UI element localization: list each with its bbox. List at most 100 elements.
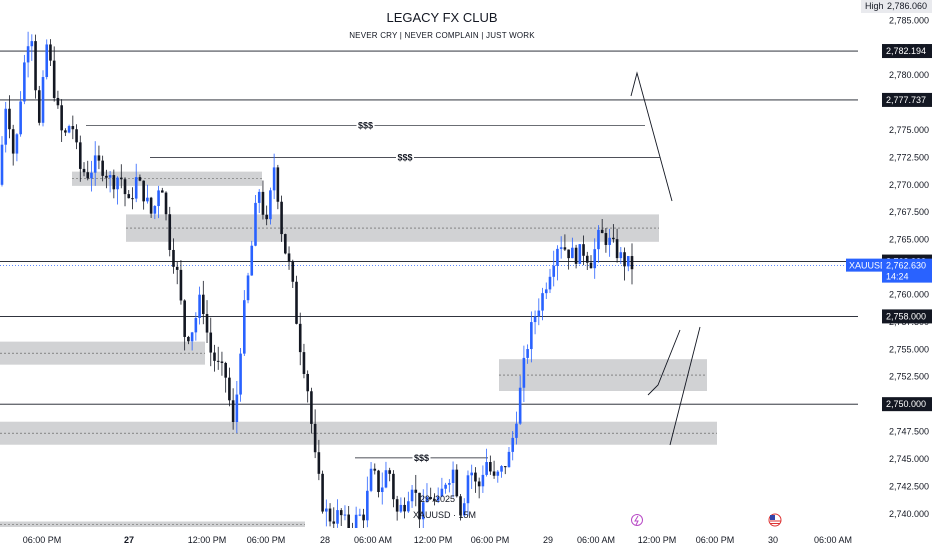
candle-body (82, 168, 86, 173)
candle-body (429, 497, 432, 499)
projection-arrows (630, 71, 701, 446)
candle-body (612, 237, 615, 240)
candle-body (105, 175, 108, 178)
candle-body (287, 253, 291, 262)
candle-body (45, 44, 49, 78)
candle-body (119, 177, 123, 180)
candle-body (358, 514, 362, 516)
symbol-tag (846, 258, 882, 272)
y-tick-label: 2,745.000 (889, 454, 929, 464)
candle-body (600, 229, 604, 234)
y-tick-label: 2,770.000 (889, 180, 929, 190)
event-icons (631, 513, 782, 527)
candle-body (202, 294, 205, 315)
x-tick-label: 06:00 AM (814, 535, 852, 545)
candle-body (306, 373, 309, 392)
candle-body (548, 276, 552, 290)
candle-body (146, 197, 149, 202)
candle-body (414, 489, 418, 493)
y-tick-label: 2,752.500 (889, 372, 929, 382)
x-tick-label: 12:00 PM (638, 535, 677, 545)
candle-body (552, 265, 556, 277)
candle-body (34, 41, 37, 91)
candle-body (75, 129, 78, 143)
candle-body (187, 336, 190, 342)
candle-body (291, 261, 295, 282)
candle-body (321, 473, 324, 512)
candle-body (302, 352, 306, 374)
level-price-tag (882, 44, 932, 59)
zone-box (0, 421, 717, 445)
level-price-tag (882, 309, 932, 324)
level-price-tag-label: 2,782.194 (886, 46, 926, 56)
current-price-tag (882, 258, 932, 283)
horizontal-levels (0, 50, 858, 405)
candle-body (228, 377, 231, 401)
candle-body (541, 293, 544, 311)
candle-body (175, 266, 179, 270)
candle-body (213, 352, 216, 361)
down-projection-arrow (630, 71, 673, 202)
candle-body (537, 310, 541, 317)
high-value: 2,786.060 (887, 1, 928, 11)
y-tick-label: 2,760.000 (889, 289, 929, 299)
x-tick-label: 06:00 AM (354, 535, 392, 545)
candle-body (366, 490, 369, 521)
y-tick-label: 2,772.500 (889, 152, 929, 162)
candle-body (619, 252, 623, 259)
candle-body (474, 472, 477, 482)
chart-subtitle: NEVER CRY | NEVER COMPLAIN | JUST WORK (349, 31, 535, 40)
candle-body (470, 472, 474, 476)
y-tick-label: 2,740.000 (889, 509, 929, 519)
candle-body (503, 466, 507, 468)
y-tick-label: 2,780.000 (889, 70, 929, 80)
candle-body (153, 206, 157, 214)
candle-body (224, 362, 227, 378)
candle-body (101, 160, 104, 176)
candle-body (578, 244, 582, 264)
time-axis-ticks: 06:00 PM 27 12:00 PM 06:00 PM 28 06:00 AM 12:0… (23, 535, 852, 545)
candle-body (403, 504, 406, 512)
x-tick-label: 30 (768, 535, 778, 545)
liquidity-label: $$$ (397, 152, 412, 162)
x-tick-label: 06:00 AM (577, 535, 615, 545)
candle-body (37, 90, 41, 123)
candle-body (239, 353, 242, 395)
candle-body (60, 105, 63, 131)
candle-body (30, 41, 34, 47)
x-tick-label: 12:00 PM (414, 535, 453, 545)
candle-body (4, 108, 8, 145)
candle-body (623, 252, 626, 267)
candle-body (243, 300, 246, 354)
candle-body (485, 462, 488, 475)
level-price-tag (882, 397, 932, 412)
candle-body (190, 332, 194, 342)
candle-body (492, 471, 496, 476)
candle-body (582, 244, 585, 256)
candle-body (157, 190, 160, 207)
candle-body (134, 177, 138, 199)
candle-body (216, 360, 220, 362)
candle-body (332, 521, 336, 524)
price-tags: 2,782.1942,777.7372,763.0002,758.0002,75… (846, 44, 932, 412)
candle-body (451, 469, 455, 484)
candle-body (559, 247, 563, 249)
candle-body (556, 248, 559, 266)
x-tick-label: 06:00 PM (23, 535, 62, 545)
liquidity-label: $$$ (358, 121, 373, 131)
candle-body (149, 197, 153, 214)
candle-body (339, 510, 343, 516)
candle-body (630, 256, 634, 270)
candle-body (295, 281, 298, 324)
candle-body (440, 488, 444, 497)
level-price-tag-label: 2,750.000 (886, 399, 926, 409)
y-tick-label: 2,785.000 (889, 15, 929, 25)
candle-body (544, 289, 548, 294)
candle-body (310, 391, 313, 424)
candle-body (71, 126, 75, 130)
candle-body (511, 437, 515, 452)
candle-body (448, 483, 451, 485)
candle-body (589, 262, 593, 269)
candle-body (436, 496, 440, 501)
